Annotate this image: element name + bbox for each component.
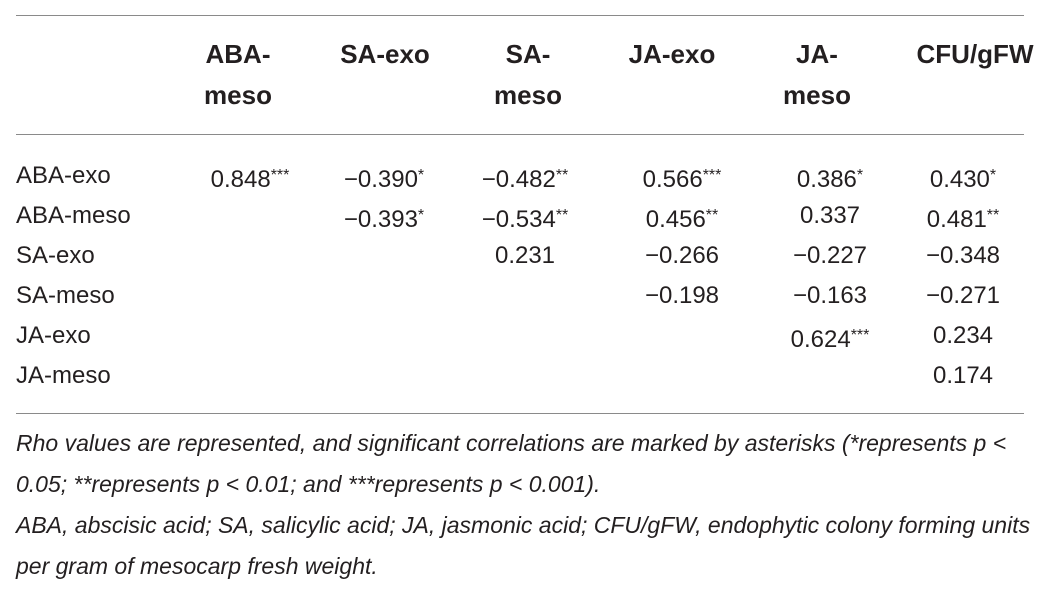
table-footnote-abbreviations: ABA, abscisic acid; SA, salicylic acid; …	[16, 512, 1031, 579]
column-header-sa-exo: SA-exo	[340, 39, 430, 69]
table-cell: 0.848***	[210, 166, 290, 193]
table-cell: −0.266	[644, 242, 720, 269]
column-header-sa-meso: SA-meso	[494, 39, 562, 110]
table-cell: 0.231	[494, 242, 556, 269]
table-cell: −0.534**	[481, 206, 569, 233]
table-bottom-rule	[16, 413, 1024, 414]
table-cell: 0.456**	[645, 206, 719, 233]
table-cell: −0.348	[925, 242, 1001, 269]
table-cell: 0.624***	[790, 326, 870, 353]
table-cell: −0.390*	[343, 166, 425, 193]
row-label-aba-meso: ABA-meso	[16, 202, 131, 229]
table-cell: 0.337	[799, 202, 861, 229]
table-cell: 0.430*	[929, 166, 997, 193]
table-cell: 0.481**	[926, 206, 1000, 233]
table-cell: 0.174	[932, 362, 994, 389]
column-header-aba-meso: ABA-meso	[204, 39, 272, 110]
table-cell: −0.163	[792, 282, 868, 309]
table-cell: 0.386*	[796, 166, 864, 193]
table-cell: −0.482**	[481, 166, 569, 193]
table-cell: 0.234	[932, 322, 994, 349]
table-cell: 0.566***	[642, 166, 722, 193]
table-cell: −0.227	[792, 242, 868, 269]
table-cell: −0.393*	[343, 206, 425, 233]
column-header-ja-exo: JA-exo	[628, 39, 716, 69]
header-bottom-rule	[16, 134, 1024, 135]
row-label-ja-exo: JA-exo	[16, 322, 91, 349]
table-cell: −0.198	[644, 282, 720, 309]
column-header-cfu-gfw: CFU/gFW	[916, 39, 1034, 69]
row-label-sa-meso: SA-meso	[16, 282, 115, 309]
column-header-ja-meso: JA-meso	[783, 39, 851, 110]
row-label-sa-exo: SA-exo	[16, 242, 95, 269]
table-cell: −0.271	[925, 282, 1001, 309]
row-label-ja-meso: JA-meso	[16, 362, 111, 389]
row-label-aba-exo: ABA-exo	[16, 162, 111, 189]
table-footnote-significance: Rho values are represented, and signific…	[16, 430, 1007, 497]
table-top-rule	[16, 15, 1024, 16]
